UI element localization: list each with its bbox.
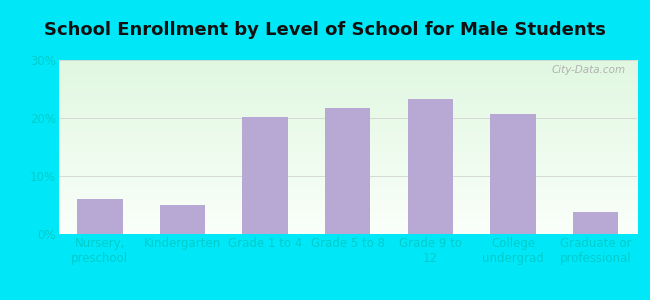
Bar [242,117,288,234]
Bar [573,212,618,234]
Bar [77,199,123,234]
Text: City-Data.com: City-Data.com [551,65,625,75]
Bar [160,205,205,234]
Bar [408,99,453,234]
Text: School Enrollment by Level of School for Male Students: School Enrollment by Level of School for… [44,21,606,39]
Bar [490,114,536,234]
Bar [325,108,370,234]
